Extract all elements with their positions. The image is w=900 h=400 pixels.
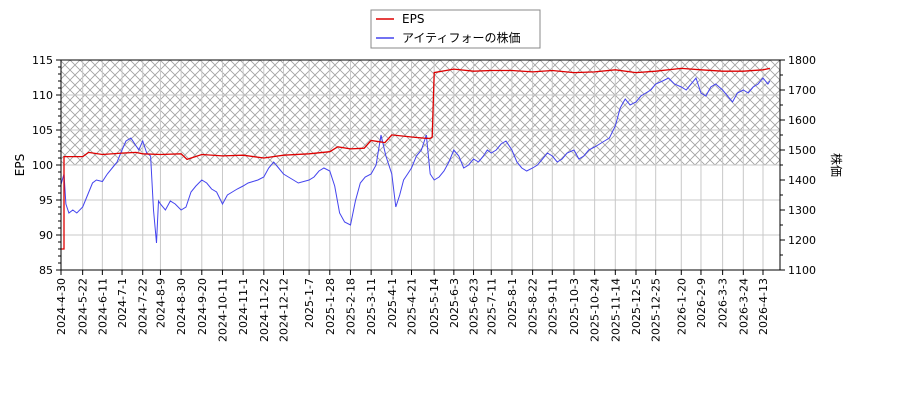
legend: EPS アイティフォーの株価 bbox=[370, 9, 541, 49]
right-tick-label: 1600 bbox=[788, 114, 816, 127]
x-tick-label: 2024-7-1 bbox=[116, 278, 129, 328]
legend-box bbox=[370, 9, 541, 49]
x-axis: 2024-4-30 2024-5-22 2024-6-11 2024-7-1 2024-… bbox=[55, 270, 770, 342]
left-tick-label: 90 bbox=[39, 229, 53, 242]
x-tick-label: 2025-9-11 bbox=[546, 278, 559, 335]
x-tick-label: 2025-12-5 bbox=[630, 278, 643, 335]
x-tick-label: 2024-6-11 bbox=[96, 278, 109, 335]
x-tick-label: 2024-9-20 bbox=[196, 278, 209, 335]
right-tick-label: 1200 bbox=[788, 234, 816, 247]
x-tick-label: 2024-10-11 bbox=[216, 278, 229, 342]
legend-price-label: アイティフォーの株価 bbox=[402, 30, 520, 45]
right-axis-title: 株価 bbox=[829, 153, 844, 177]
eps-line bbox=[61, 67, 771, 250]
x-tick-label: 2024-12-12 bbox=[278, 278, 291, 342]
right-tick-label: 1700 bbox=[788, 84, 816, 97]
x-tick-label: 2024-11-22 bbox=[258, 278, 271, 342]
x-tick-label: 2026-3-3 bbox=[717, 278, 730, 328]
x-tick-label: 2025-2-18 bbox=[344, 278, 357, 335]
x-tick-label: 2024-8-30 bbox=[175, 278, 188, 335]
right-y-axis: 1100 1200 1300 1400 1500 1600 1700 1800 bbox=[780, 54, 816, 277]
left-tick-label: 110 bbox=[32, 89, 53, 102]
x-tick-label: 2025-4-21 bbox=[406, 278, 419, 335]
left-y-axis: 85 90 95 100 105 110 115 bbox=[32, 54, 61, 277]
right-tick-label: 1300 bbox=[788, 204, 816, 217]
x-tick-label: 2026-1-20 bbox=[675, 278, 688, 335]
x-tick-label: 2025-10-24 bbox=[589, 278, 602, 342]
left-tick-label: 105 bbox=[32, 124, 53, 137]
hatch-fill bbox=[61, 60, 780, 165]
x-tick-label: 2026-3-24 bbox=[737, 278, 750, 335]
x-tick-label: 2025-4-1 bbox=[386, 278, 399, 328]
x-tick-label: 2025-1-28 bbox=[324, 278, 337, 335]
x-tick-label: 2025-10-3 bbox=[568, 278, 581, 335]
x-tick-label: 2025-6-23 bbox=[468, 278, 481, 335]
hatched-region bbox=[61, 60, 780, 165]
x-tick-label: 2024-4-30 bbox=[55, 278, 68, 335]
x-tick-label: 2026-4-13 bbox=[757, 278, 770, 335]
left-tick-label: 115 bbox=[32, 54, 53, 67]
x-tick-label: 2025-12-25 bbox=[650, 278, 663, 342]
x-tick-label: 2024-7-22 bbox=[137, 278, 150, 335]
x-tick-label: 2025-8-1 bbox=[506, 278, 519, 328]
x-tick-label: 2025-5-14 bbox=[428, 278, 441, 335]
left-tick-label: 100 bbox=[32, 159, 53, 172]
right-tick-label: 1800 bbox=[788, 54, 816, 67]
left-tick-label: 85 bbox=[39, 264, 53, 277]
right-tick-label: 1500 bbox=[788, 144, 816, 157]
left-axis-title: EPS bbox=[13, 154, 27, 176]
x-tick-label: 2026-2-9 bbox=[695, 278, 708, 328]
legend-eps-label: EPS bbox=[402, 12, 424, 26]
x-tick-label: 2025-6-3 bbox=[448, 278, 461, 328]
gridlines bbox=[60, 59, 780, 271]
left-tick-label: 95 bbox=[39, 194, 53, 207]
x-tick-label: 2025-3-11 bbox=[365, 278, 378, 335]
x-tick-label: 2025-11-14 bbox=[609, 278, 622, 342]
x-tick-label: 2024-11-1 bbox=[237, 278, 250, 335]
plot-series bbox=[61, 67, 771, 250]
right-tick-label: 1100 bbox=[788, 264, 816, 277]
x-tick-label: 2025-7-11 bbox=[485, 278, 498, 335]
right-tick-label: 1400 bbox=[788, 174, 816, 187]
stock-price-line bbox=[61, 76, 771, 244]
x-tick-label: 2024-8-9 bbox=[154, 278, 167, 328]
x-tick-label: 2024-5-22 bbox=[77, 278, 90, 335]
x-tick-label: 2025-1-7 bbox=[303, 278, 316, 328]
x-tick-label: 2025-8-22 bbox=[527, 278, 540, 335]
